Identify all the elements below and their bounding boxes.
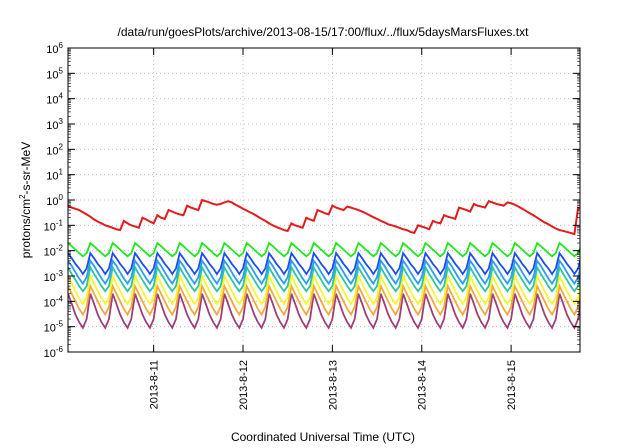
y-tick-label: 10-2	[44, 244, 64, 259]
y-tick-exponent: -4	[56, 294, 64, 303]
y-tick-label: 10-1	[44, 218, 64, 233]
series-line-5	[68, 264, 580, 293]
x-tick-label: 2013-8-15	[506, 360, 518, 410]
series-line-3	[68, 251, 580, 276]
x-tick-label: 2013-8-13	[327, 360, 339, 410]
y-axis-title: protons/cm2-s-sr-MeV	[18, 142, 33, 258]
y-tick-label: 105	[46, 66, 63, 81]
y-tick-exponent: 6	[59, 41, 64, 50]
y-tick-base: 10	[44, 348, 56, 360]
y-tick-base: 10	[46, 196, 58, 208]
series-line-4	[68, 258, 580, 286]
y-axis-labels: 10-610-510-410-310-210-11001011021031041…	[44, 41, 64, 360]
y-tick-label: 10-5	[44, 320, 64, 335]
y-tick-base: 10	[44, 272, 56, 284]
y-tick-exponent: -6	[56, 345, 64, 354]
y-tick-base: 10	[46, 95, 58, 107]
y-tick-base: 10	[44, 247, 56, 259]
y-tick-exponent: -5	[56, 320, 64, 329]
axis-ticks	[68, 47, 580, 353]
series-line-7	[68, 283, 580, 317]
x-axis-labels: 2013-8-11 2013-8-12 2013-8-13 2013-8-14 2013…	[149, 360, 518, 410]
y-tick-base: 10	[46, 145, 58, 157]
y-tick-label: 10-3	[44, 269, 64, 284]
x-axis-title: Coordinated Universal Time (UTC)	[231, 430, 415, 444]
y-tick-base: 10	[44, 221, 56, 233]
y-tick-base: 10	[46, 171, 58, 183]
plot-area	[68, 198, 580, 330]
y-tick-exponent: -3	[56, 269, 64, 278]
y-tick-label: 104	[46, 92, 63, 107]
y-tick-label: 106	[46, 41, 63, 56]
y-tick-exponent: 1	[59, 168, 64, 177]
y-tick-base: 10	[46, 44, 58, 56]
y-axis-title-units: -s-sr-MeV	[19, 142, 33, 195]
y-tick-base: 10	[44, 297, 56, 309]
y-tick-label: 10-4	[44, 294, 64, 309]
y-tick-label: 101	[46, 168, 63, 183]
y-tick-exponent: 5	[59, 66, 64, 75]
y-axis-title-main: protons/cm	[19, 199, 33, 258]
y-tick-exponent: 0	[59, 193, 64, 202]
x-tick-label: 2013-8-12	[238, 360, 250, 410]
y-tick-label: 103	[46, 117, 63, 132]
y-tick-base: 10	[46, 69, 58, 81]
series-line-8	[68, 293, 580, 330]
y-axis-title-superscript: 2	[18, 194, 27, 199]
y-tick-exponent: 3	[59, 117, 64, 126]
series-line-2	[68, 241, 580, 258]
chart-title: /data/run/goesPlots/archive/2013-08-15/1…	[118, 25, 530, 39]
x-tick-label: 2013-8-14	[417, 360, 429, 410]
y-tick-label: 102	[46, 142, 63, 157]
y-tick-label: 10-6	[44, 345, 64, 360]
y-tick-base: 10	[44, 323, 56, 335]
series-line-1	[68, 198, 580, 236]
y-tick-exponent: -1	[56, 218, 64, 227]
x-tick-label: 2013-8-11	[149, 360, 161, 409]
y-tick-exponent: 4	[59, 92, 64, 101]
y-tick-exponent: -2	[56, 244, 64, 253]
y-tick-label: 100	[46, 193, 63, 208]
y-tick-exponent: 2	[59, 142, 64, 151]
y-tick-base: 10	[46, 120, 58, 132]
series-line-6	[68, 273, 580, 306]
